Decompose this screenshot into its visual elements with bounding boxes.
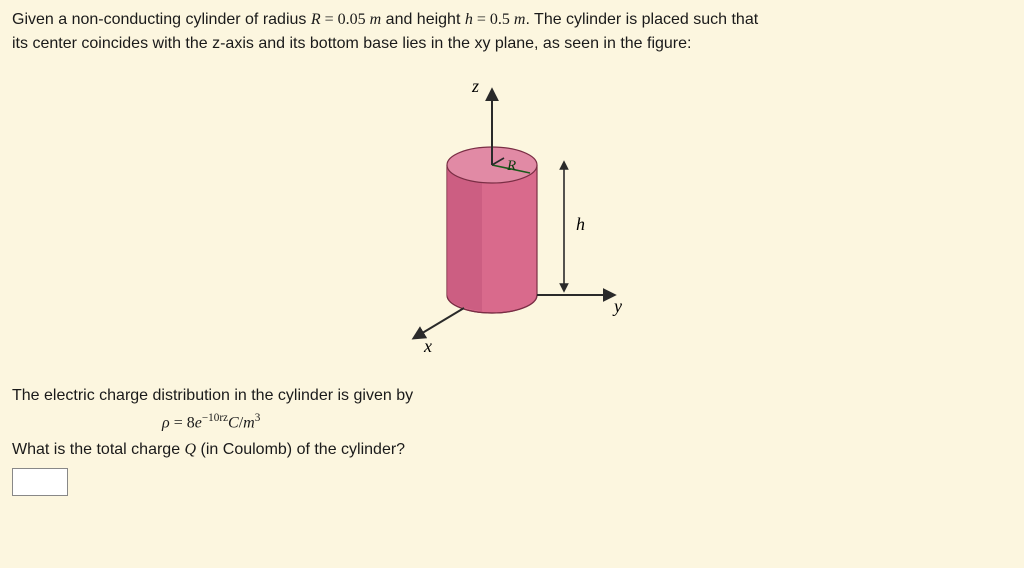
- question-line: What is the total charge Q (in Coulomb) …: [12, 438, 1012, 462]
- problem-statement: Given a non-conducting cylinder of radiu…: [12, 8, 1012, 56]
- z-axis-label: z: [471, 76, 479, 96]
- formula: ρ = 8e−10rzC/m3: [162, 412, 1012, 432]
- text: and height: [381, 11, 465, 28]
- text: What is the total charge: [12, 441, 185, 458]
- var-h: h: [465, 11, 473, 28]
- text: its center coincides with the z-axis and…: [12, 35, 691, 52]
- var-e: e: [195, 414, 202, 431]
- text: = 0.5: [473, 11, 514, 28]
- text: Given a non-conducting cylinder of radiu…: [12, 11, 311, 28]
- unit-exp: 3: [255, 412, 261, 424]
- text: . The cylinder is placed such that: [525, 11, 758, 28]
- text: = 0.05: [321, 11, 370, 28]
- unit-C: C: [228, 414, 239, 431]
- unit-m: m: [370, 11, 382, 28]
- var-rho: ρ: [162, 414, 170, 431]
- answer-input[interactable]: [12, 468, 68, 496]
- radius-label: R: [506, 158, 516, 174]
- text: The electric charge distribution in the …: [12, 387, 413, 404]
- exponent: −10rz: [202, 412, 228, 424]
- height-label: h: [576, 214, 585, 234]
- x-axis: [414, 308, 464, 338]
- charge-distribution-line: The electric charge distribution in the …: [12, 384, 1012, 408]
- y-axis-label: y: [612, 296, 622, 316]
- var-Q: Q: [185, 441, 197, 458]
- cylinder-diagram: z y x R h: [352, 70, 672, 370]
- var-R: R: [311, 11, 321, 28]
- figure: z y x R h: [12, 70, 1012, 370]
- text: = 8: [170, 414, 195, 431]
- unit-m: m: [243, 414, 255, 431]
- unit-m: m: [514, 11, 526, 28]
- x-axis-label: x: [423, 336, 432, 356]
- text: (in Coulomb) of the cylinder?: [196, 441, 405, 458]
